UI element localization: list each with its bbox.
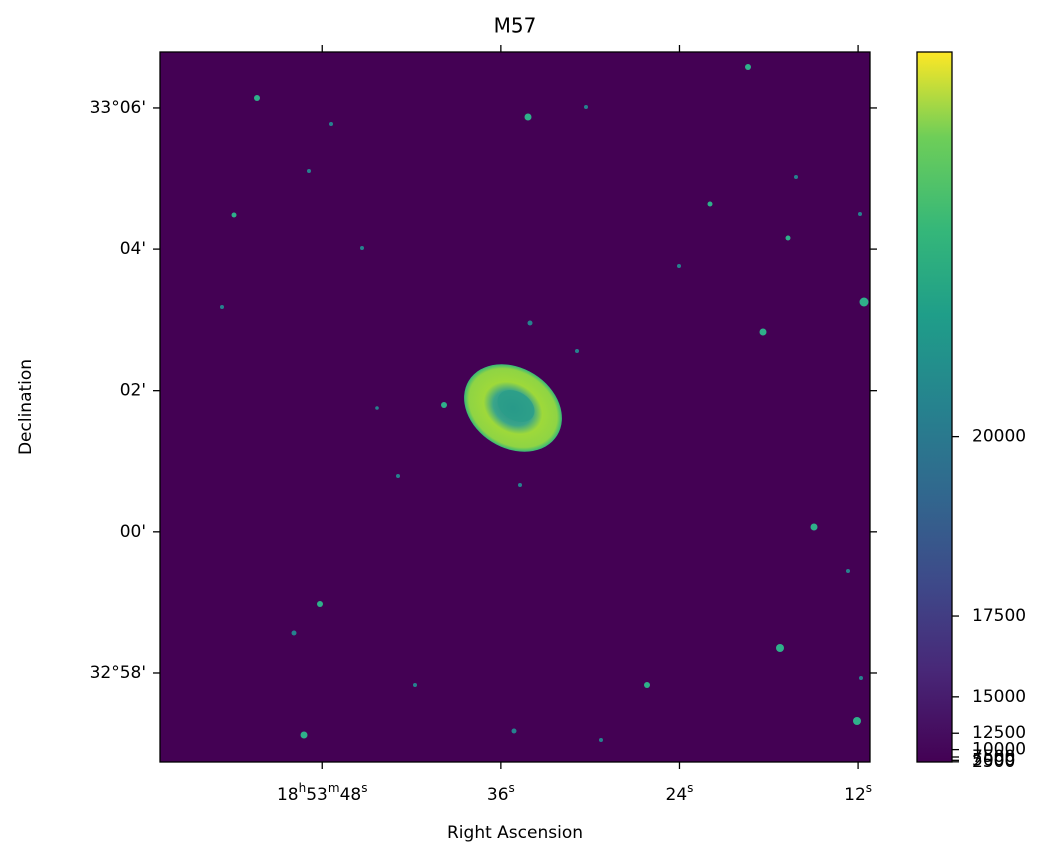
- y-tick-label: 00': [120, 522, 146, 542]
- stars: [220, 64, 869, 742]
- colorbar-tick-label: 5000: [972, 750, 1015, 770]
- x-tick-label: 24s: [666, 781, 694, 806]
- colorbar-tick-label: 2500: [972, 752, 1015, 772]
- colorbar-tick-label: 20000: [972, 427, 1026, 447]
- axes-frame: [159, 51, 871, 763]
- chart-title: M57: [494, 14, 537, 38]
- x-tick-label: 18h53m48s: [277, 781, 368, 806]
- colorbar-tick-label: 17500: [972, 606, 1026, 626]
- y-tick-label: 02': [120, 381, 146, 401]
- colorbar-tick-label: 15000: [972, 687, 1026, 707]
- y-tick-label: 04': [120, 239, 146, 259]
- x-tick-label: 36s: [487, 781, 515, 806]
- x-axis-label: Right Ascension: [447, 823, 583, 843]
- colorbar-tick-label: 12500: [972, 723, 1026, 743]
- x-tick-label: 12s: [844, 781, 872, 806]
- nebula-core: [497, 390, 535, 422]
- y-tick-label: 33°06': [90, 98, 146, 118]
- colorbar: [916, 51, 953, 763]
- y-axis-label: Declination: [16, 359, 36, 455]
- y-tick-label: 32°58': [90, 663, 146, 683]
- image: [160, 52, 870, 762]
- colorbar-tick-label: 10000: [972, 740, 1026, 760]
- colorbar-tick-label: 7500: [972, 747, 1015, 767]
